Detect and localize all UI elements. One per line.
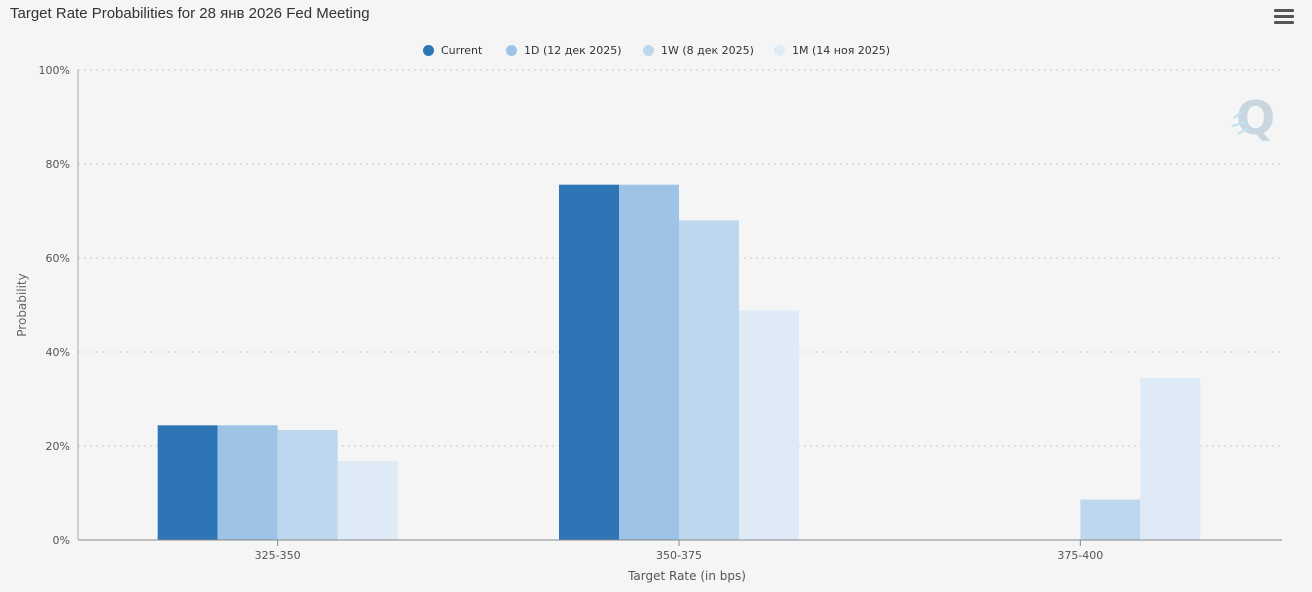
legend-marker [506,44,517,56]
bar [1140,377,1201,540]
legend-label: 1W (8 дек 2025) [661,43,754,57]
x-tick-label: 350-375 [656,549,702,562]
bar [1080,499,1141,540]
y-tick-label: 40% [46,346,70,359]
bars [157,184,1201,540]
legend-label: 1M (14 ноя 2025) [792,43,891,57]
axes: 0% 20% 40% 60% 80% 100% 325-350 350-375 375-400 [39,64,1282,562]
legend-label: 1D (12 дек 2025) [524,43,622,57]
legend-marker [774,44,785,56]
q-logo-icon: Q [1231,91,1275,145]
bar [619,184,679,540]
bar [277,430,338,540]
legend-item-current[interactable]: Current [423,40,482,60]
legend: Current 1D (12 дек 2025) 1W (8 дек 2025)… [0,40,1312,60]
legend-item-1w[interactable]: 1W (8 дек 2025) [643,40,754,60]
bar [559,184,619,540]
legend-marker [423,44,434,56]
x-tick-label: 375-400 [1057,549,1103,562]
y-tick-label: 80% [46,158,70,171]
legend-item-1d[interactable]: 1D (12 дек 2025) [506,40,622,60]
x-axis-label: Target Rate (in bps) [627,569,746,583]
legend-item-1m[interactable]: 1M (14 ноя 2025) [774,40,890,60]
hamburger-menu-icon[interactable] [1274,9,1294,25]
watermark-letter: Q [1236,91,1275,145]
y-tick-label: 100% [39,64,70,77]
legend-marker [643,44,654,56]
chart-title: Target Rate Probabilities for 28 янв 202… [10,5,370,22]
bar [337,461,398,540]
y-axis-label: Probability [15,273,29,336]
bar [739,310,799,540]
bar [217,425,278,540]
y-tick-label: 0% [53,534,70,547]
legend-label: Current [441,43,483,57]
y-tick-label: 20% [46,440,70,453]
grid-lines [78,69,1282,447]
x-tick-label: 325-350 [255,549,301,562]
bar [157,425,218,540]
bar [679,220,739,540]
y-tick-label: 60% [46,252,70,265]
